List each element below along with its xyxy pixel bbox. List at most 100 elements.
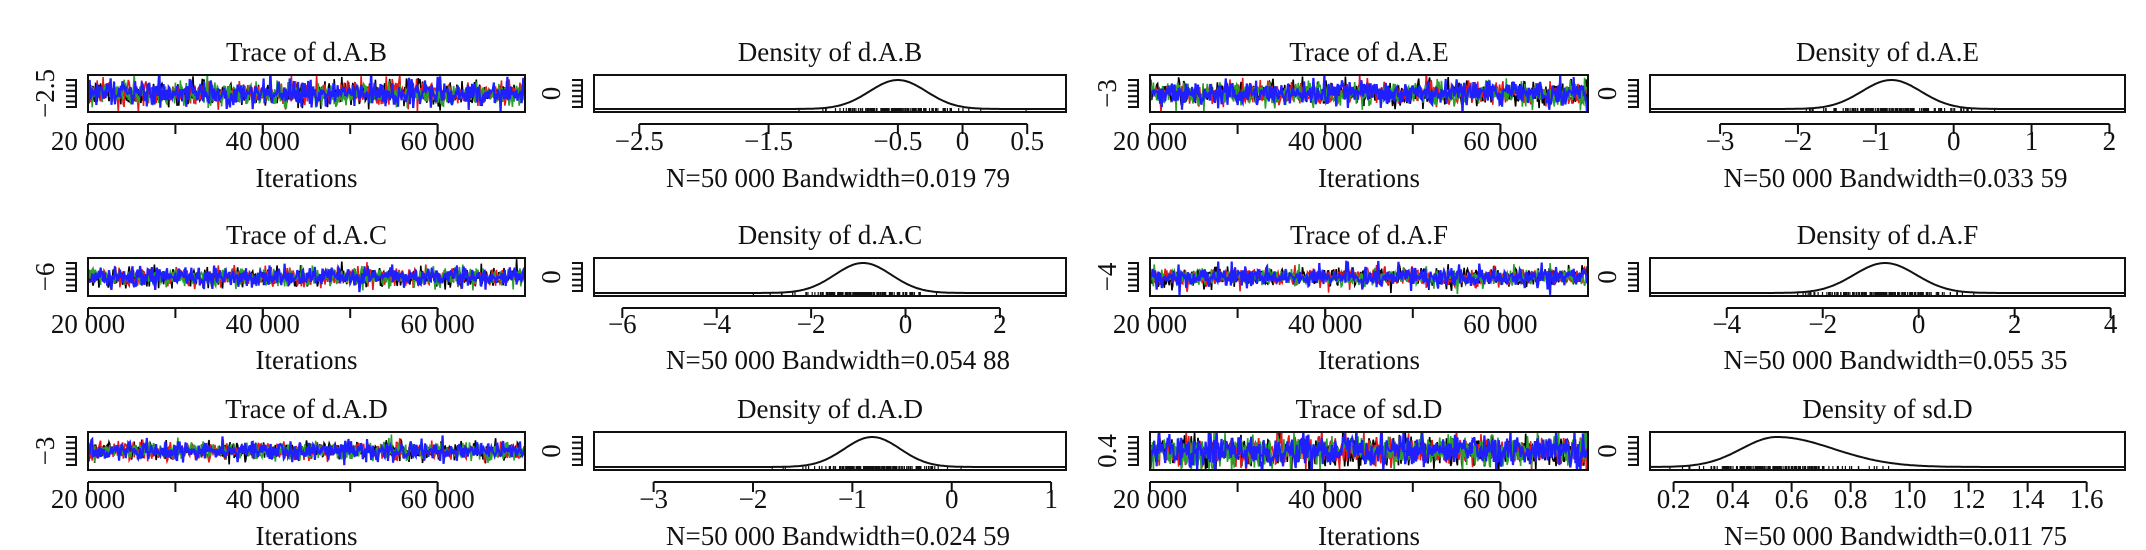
x-axis-label: Iterations: [256, 521, 358, 550]
panel-title: Density of d.A.C: [738, 220, 923, 250]
x-axis-label: N=50 000 Bandwidth=0.054 88: [666, 345, 1010, 375]
x-tick-label: 40 000: [1288, 309, 1362, 339]
x-tick-label: 1.2: [1952, 484, 1986, 514]
x-tick-label: 40 000: [1288, 484, 1362, 514]
density-curve: [595, 436, 1065, 468]
panel-title: Density of d.A.B: [738, 37, 923, 67]
x-tick-label: 20 000: [51, 309, 125, 339]
plot-frame: [1649, 257, 2126, 297]
x-tick-label: 0.6: [1775, 484, 1809, 514]
x-tick-label: 1.0: [1893, 484, 1927, 514]
density-rug: [771, 466, 962, 469]
x-tick-label: −1.5: [744, 126, 793, 156]
y-tick-label: −4: [1092, 262, 1122, 291]
x-tick-label: 60 000: [400, 484, 474, 514]
plot-frame: [593, 257, 1067, 297]
y-tick-label: 0: [536, 270, 566, 284]
trace-series-4: [89, 76, 524, 111]
x-axis-label: N=50 000 Bandwidth=0.055 35: [1724, 345, 2068, 375]
panel-title: Density of sd.D: [1802, 394, 1972, 424]
x-axis-label: Iterations: [256, 163, 358, 193]
x-tick-label: −2: [1808, 309, 1837, 339]
trace-series-4: [89, 435, 524, 466]
x-tick-label: 0.4: [1716, 484, 1750, 514]
x-tick-label: 0.2: [1657, 484, 1691, 514]
density-curve: [1651, 262, 2124, 294]
x-axis-label: Iterations: [1318, 521, 1420, 550]
x-tick-label: 60 000: [1463, 126, 1537, 156]
x-tick-label: 60 000: [1463, 309, 1537, 339]
x-tick-label: 4: [2104, 309, 2118, 339]
panel-5: Trace of d.A.C 20 000 40 000 60 000 Iteratio…: [30, 220, 526, 375]
x-axis-label: N=50 000 Bandwidth=0.033 59: [1724, 163, 2068, 193]
trace-series-4: [89, 263, 524, 293]
density-rug: [1669, 466, 1890, 469]
x-axis-label: N=50 000 Bandwidth=0.024 59: [666, 521, 1010, 550]
x-tick-label: 60 000: [400, 309, 474, 339]
x-tick-label: 40 000: [1288, 126, 1362, 156]
panel-title: Density of d.A.E: [1796, 37, 1979, 67]
panel-10: Density of d.A.D −3 −2 −1 0 1 N=50 000 Bandwid…: [536, 394, 1067, 550]
density-rug: [1805, 108, 1996, 111]
plot-frame: [87, 74, 526, 113]
panel-title: Trace of d.A.B: [226, 37, 387, 67]
x-tick-label: 1: [1044, 484, 1058, 514]
plot-frame: [1149, 257, 1589, 297]
x-tick-label: 2: [2008, 309, 2022, 339]
plot-frame: [1149, 74, 1589, 113]
y-tick-label: −2.5: [30, 69, 60, 118]
x-tick-label: 20 000: [51, 126, 125, 156]
x-tick-label: 20 000: [1113, 484, 1187, 514]
x-tick-label: 60 000: [400, 126, 474, 156]
y-tick-label: 0.4: [1092, 434, 1122, 468]
panel-7: Trace of d.A.F 20 000 40 000 60 000 Iteratio…: [1092, 220, 1589, 375]
trace-series-4: [1151, 260, 1587, 295]
x-tick-label: 0: [899, 309, 913, 339]
x-tick-label: −2.5: [615, 126, 664, 156]
panel-3: Trace of d.A.E 20 000 40 000 60 000 Iteratio…: [1092, 37, 1589, 193]
trace-series-4: [1151, 76, 1587, 111]
x-tick-label: 0: [956, 126, 970, 156]
panel-title: Trace of d.A.E: [1289, 37, 1448, 67]
x-axis-label: Iterations: [256, 345, 358, 375]
panel-1: Trace of d.A.B 20 000 40 000 60 000 Iteratio…: [30, 37, 526, 193]
plot-frame: [1649, 74, 2126, 113]
y-tick-label: 0: [536, 444, 566, 458]
x-tick-label: 1: [2025, 126, 2039, 156]
y-tick-label: 0: [1592, 87, 1622, 101]
plot-frame: [593, 431, 1067, 471]
plot-frame: [1649, 431, 2126, 471]
x-tick-label: −0.5: [873, 126, 922, 156]
panel-title: Density of d.A.D: [737, 394, 923, 424]
x-axis-label: N=50 000 Bandwidth=0.011 75: [1724, 521, 2067, 550]
x-tick-label: −2: [1784, 126, 1813, 156]
y-tick-label: −3: [1092, 79, 1122, 108]
x-tick-label: 2: [993, 309, 1007, 339]
plot-frame: [87, 431, 526, 471]
x-tick-label: 60 000: [1463, 484, 1537, 514]
density-rug: [752, 292, 938, 295]
y-tick-label: 0: [1592, 444, 1622, 458]
x-tick-label: −3: [1706, 126, 1735, 156]
panel-title: Trace of d.A.C: [226, 220, 387, 250]
panel-9: Trace of d.A.D 20 000 40 000 60 000 Iteratio…: [30, 394, 526, 550]
x-tick-label: 0: [1912, 309, 1926, 339]
panel-11: Trace of sd.D 20 000 40 000 60 000 Iteration…: [1092, 394, 1589, 550]
panel-title: Density of d.A.F: [1797, 220, 1979, 250]
x-tick-label: 40 000: [226, 309, 300, 339]
density-rug: [1797, 292, 1975, 295]
x-tick-label: −1: [1861, 126, 1890, 156]
x-tick-label: 2: [2103, 126, 2117, 156]
y-tick-label: 0: [1592, 270, 1622, 284]
y-tick-label: 0: [536, 87, 566, 101]
x-tick-label: 0: [1947, 126, 1961, 156]
panel-2: Density of d.A.B −2.5 −1.5 −0.5 0 0.5N=50 000…: [536, 37, 1067, 193]
panel-title: Trace of d.A.D: [225, 394, 387, 424]
x-tick-label: 0: [945, 484, 959, 514]
x-tick-label: −4: [1712, 309, 1741, 339]
x-tick-label: 0.5: [1010, 126, 1044, 156]
x-tick-label: −1: [838, 484, 867, 514]
density-curve: [1651, 79, 2124, 110]
plot-frame: [593, 74, 1067, 113]
